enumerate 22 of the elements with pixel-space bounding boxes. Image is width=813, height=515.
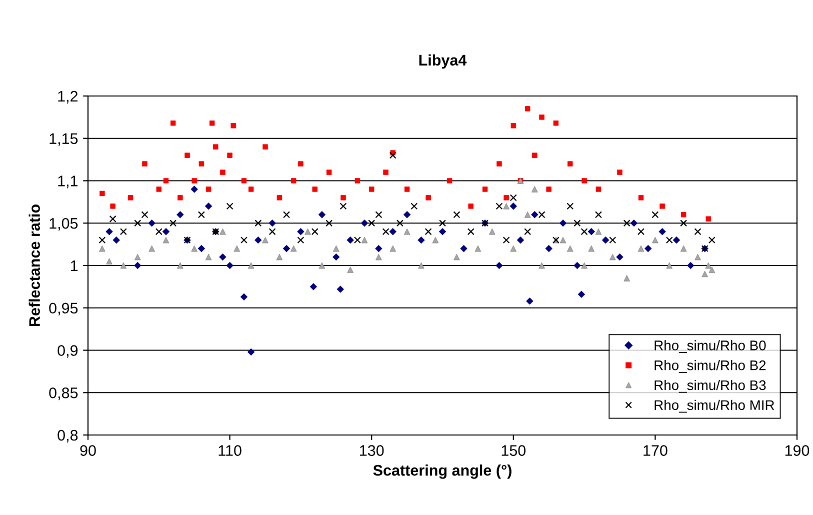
x-tick-label: 170 (644, 445, 668, 456)
x-tick-label: 130 (360, 445, 384, 456)
x-tick-label: 90 (80, 445, 96, 456)
x-tick-label: 150 (502, 445, 526, 456)
y-tick-label: 1,05 (50, 218, 78, 231)
x-tick-label: 110 (218, 445, 242, 456)
legend-label: Rho_simu/Rho B2 (654, 360, 766, 373)
legend-label: Rho_simu/Rho MIR (654, 400, 774, 413)
y-tick-label: 1,2 (58, 90, 78, 104)
chart-title: Libya4 (419, 54, 467, 69)
y-tick-label: 1 (70, 260, 78, 272)
x-axis-title: Scattering angle (°) (373, 464, 512, 479)
y-axis-title: Reflectance ratio (28, 204, 40, 326)
y-tick-label: 0,9 (58, 345, 78, 358)
y-tick-label: 1,15 (50, 133, 78, 146)
y-tick-label: 0,85 (49, 387, 78, 400)
legend-label: Rho_simu/Rho B3 (654, 380, 766, 393)
y-tick-label: 1,1 (58, 176, 78, 188)
legend-label: Rho_simu/Rho B0 (654, 340, 766, 353)
y-tick-label: 0,95 (49, 302, 78, 316)
x-tick-label: 190 (785, 445, 810, 456)
y-tick-label: 0,8 (58, 430, 78, 442)
